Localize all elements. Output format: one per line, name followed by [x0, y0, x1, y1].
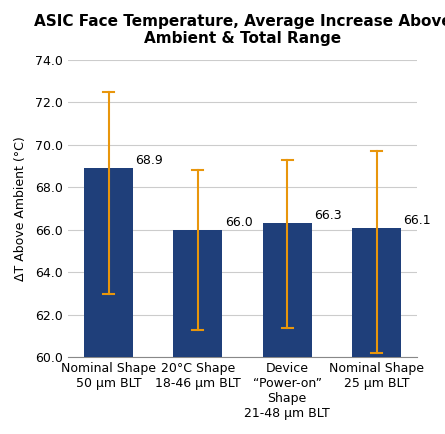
Bar	[173, 230, 222, 357]
Bar	[84, 168, 133, 357]
Y-axis label: ΔT Above Ambient (°C): ΔT Above Ambient (°C)	[14, 136, 27, 281]
Text: 66.1: 66.1	[403, 214, 431, 227]
Text: 66.0: 66.0	[225, 216, 252, 229]
Text: 66.3: 66.3	[314, 210, 342, 222]
Bar	[352, 228, 401, 357]
Title: ASIC Face Temperature, Average Increase Above
Ambient & Total Range: ASIC Face Temperature, Average Increase …	[34, 14, 445, 46]
Bar	[263, 224, 312, 357]
Text: 68.9: 68.9	[135, 154, 163, 167]
